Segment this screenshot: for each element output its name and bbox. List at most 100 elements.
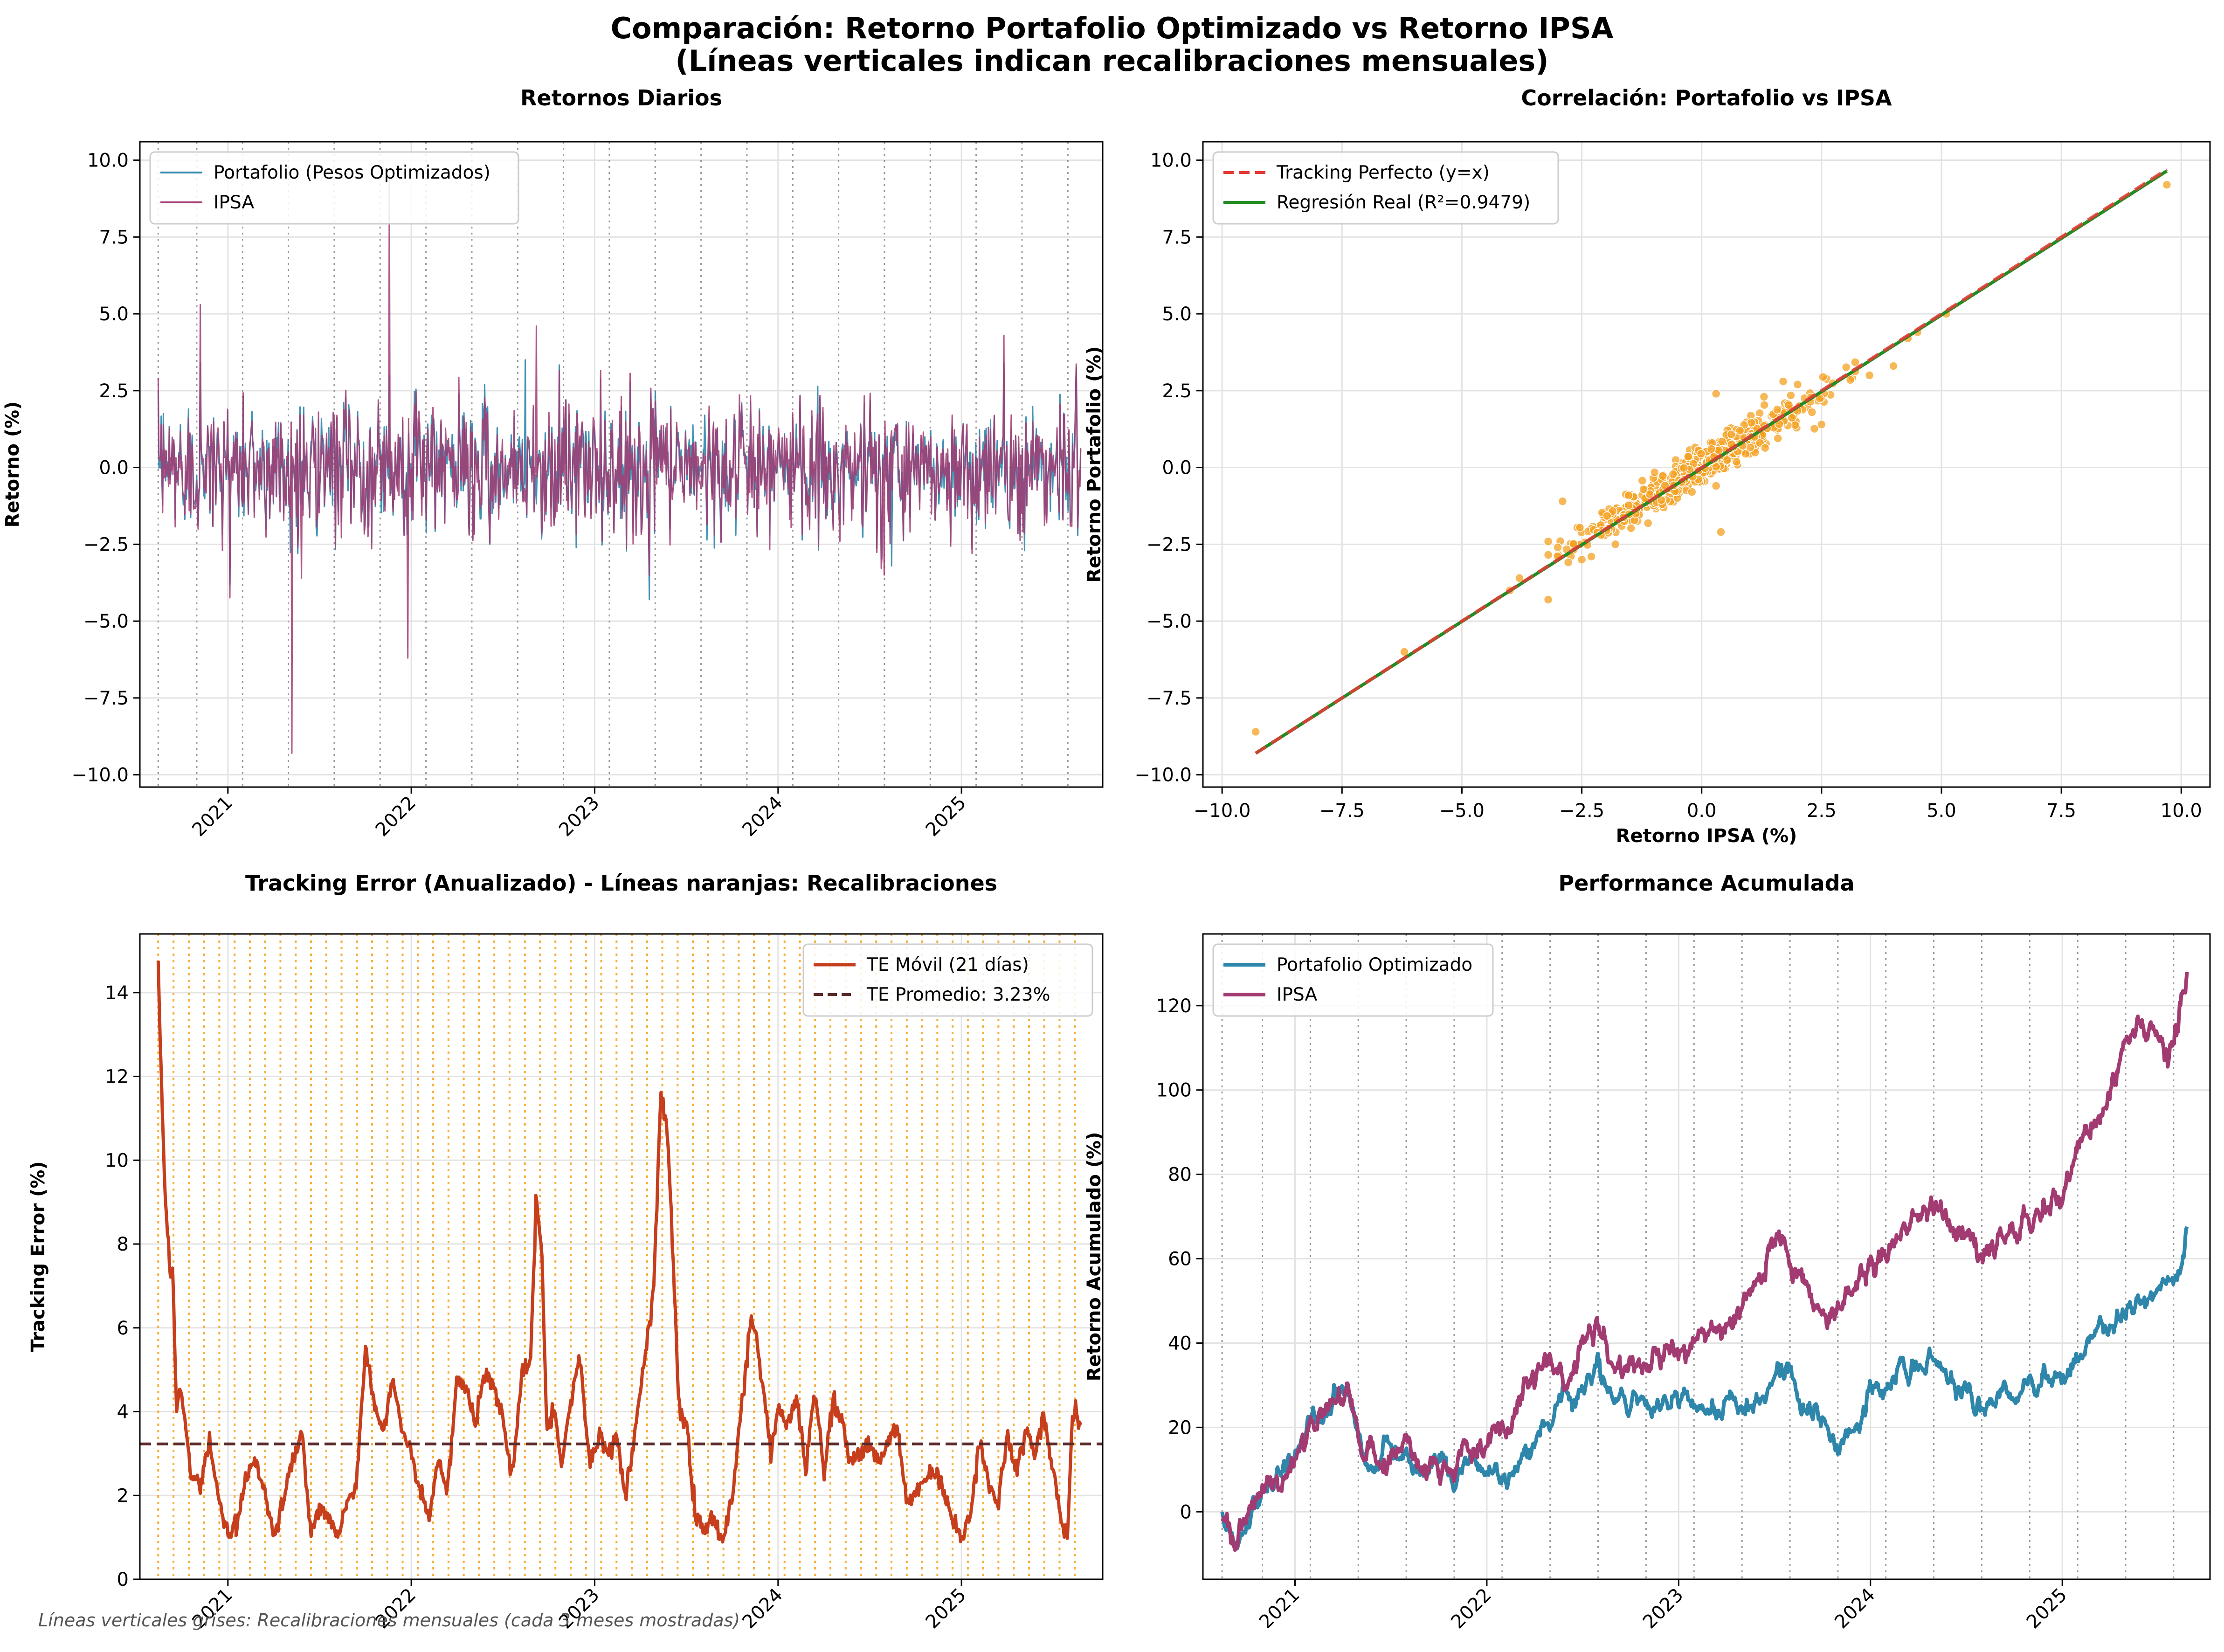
legend-label: Portafolio Optimizado <box>1277 954 1472 975</box>
scatter-point <box>1773 405 1782 415</box>
x-tick-label: 5.0 <box>1927 800 1956 822</box>
x-tick-label: 7.5 <box>2046 800 2076 822</box>
scatter-point <box>1851 358 1860 367</box>
scatter-point <box>1759 392 1769 401</box>
scatter-point <box>1587 552 1596 561</box>
scatter-point <box>1755 408 1764 418</box>
figure-title-line2: (Líneas verticales indican recalibracion… <box>675 44 1548 78</box>
y-tick-label: 10.0 <box>87 150 129 172</box>
scatter-point <box>1841 362 1851 372</box>
y-tick-label: 0.0 <box>1162 457 1192 479</box>
legend-box <box>149 151 519 225</box>
y-tick-label: 4 <box>117 1402 129 1423</box>
scatter-point <box>1650 468 1659 477</box>
y-tick-label: −7.5 <box>1147 688 1192 709</box>
scatter-point <box>1657 495 1666 505</box>
scatter-point <box>1543 595 1553 604</box>
panel-title: Performance Acumulada <box>1558 871 1854 896</box>
scatter-point <box>1773 434 1782 443</box>
series-ipsa-line <box>157 175 1082 754</box>
panel-title: Retornos Diarios <box>520 85 722 111</box>
scatter-point <box>1577 555 1587 565</box>
scatter-point <box>1639 484 1648 494</box>
y-tick-label: −10.0 <box>71 765 129 786</box>
scatter-point <box>1400 647 1409 657</box>
plot-frame <box>1202 141 2211 788</box>
scatter-point <box>1746 443 1755 452</box>
y-tick-label: 100 <box>1156 1080 1192 1101</box>
scatter-point <box>1251 727 1260 737</box>
scatter-point <box>1845 375 1855 385</box>
x-tick-label: 2.5 <box>1807 800 1837 822</box>
y-tick-label: 40 <box>1168 1333 1192 1354</box>
y-tick-label: −7.5 <box>83 688 129 709</box>
legend-label: IPSA <box>214 192 254 213</box>
y-axis-label: Retorno (%) <box>2 401 23 528</box>
x-tick-label: −10.0 <box>1194 800 1251 822</box>
scatter-point <box>1784 400 1794 410</box>
legend-box <box>802 943 1093 1017</box>
plot-frame <box>139 933 1104 1580</box>
scatter-point <box>1543 550 1553 560</box>
scatter-point <box>1889 361 1898 371</box>
legend-label: IPSA <box>1277 984 1317 1005</box>
legend-label: Regresión Real (R²=0.9479) <box>1277 192 1530 213</box>
scatter-point <box>1684 452 1693 462</box>
y-tick-label: 7.5 <box>99 227 129 248</box>
y-tick-label: 5.0 <box>99 304 129 325</box>
y-axis-label: Tracking Error (%) <box>28 1161 49 1352</box>
scatter-point <box>1807 408 1817 417</box>
y-tick-label: 8 <box>117 1234 129 1255</box>
x-axis-label: Retorno IPSA (%) <box>1616 825 1797 847</box>
legend: Tracking Perfecto (y=x) Regresión Real (R… <box>1212 151 1559 225</box>
x-tick-label: −2.5 <box>1559 800 1604 822</box>
scatter-point <box>1515 574 1524 583</box>
scatter-point <box>1714 445 1724 455</box>
scatter-point <box>1679 463 1689 473</box>
x-tick-label: −5.0 <box>1439 800 1485 822</box>
scatter-point <box>1735 426 1745 435</box>
scatter-point <box>1626 524 1636 533</box>
scatter-point <box>1637 476 1647 485</box>
scatter-point <box>1553 543 1562 552</box>
legend: TE Móvil (21 días) TE Promedio: 3.23% <box>802 943 1093 1017</box>
y-tick-label: 10.0 <box>1150 150 1192 172</box>
te-rolling-line <box>156 961 1083 1544</box>
legend-label: TE Promedio: 3.23% <box>866 984 1050 1005</box>
x-tick-label: 0.0 <box>1687 800 1717 822</box>
footnote: Líneas verticales grises: Recalibracione… <box>38 1610 740 1631</box>
legend: Portafolio Optimizado IPSA <box>1212 943 1494 1017</box>
series-ipsa-cumulative <box>1220 972 2189 1552</box>
y-tick-label: 60 <box>1168 1249 1192 1270</box>
y-tick-label: −5.0 <box>83 611 129 632</box>
scatter-point <box>1543 537 1553 546</box>
legend-box <box>1212 151 1559 225</box>
y-tick-label: 6 <box>117 1318 129 1339</box>
x-tick-label: −7.5 <box>1319 800 1365 822</box>
legend-label: Tracking Perfecto (y=x) <box>1276 162 1490 183</box>
y-tick-label: 14 <box>105 982 129 1004</box>
y-tick-label: 10 <box>105 1150 129 1171</box>
scatter-point <box>1711 481 1721 491</box>
scatter-point <box>1575 523 1585 532</box>
plot-frame <box>1202 933 2211 1580</box>
y-tick-label: −2.5 <box>83 534 129 555</box>
scatter-point <box>1624 491 1633 500</box>
y-tick-label: −2.5 <box>1147 534 1192 555</box>
scatter-point <box>1645 490 1654 499</box>
scatter-point <box>1696 449 1706 458</box>
scatter-point <box>1668 470 1678 479</box>
scatter-point <box>1778 377 1788 386</box>
legend-label: TE Móvil (21 días) <box>866 954 1029 975</box>
scatter-point <box>1817 420 1826 429</box>
scatter-point <box>1818 372 1828 382</box>
scatter-point <box>1624 500 1633 510</box>
scatter-point <box>1711 389 1721 399</box>
scatter-point <box>1727 429 1736 439</box>
scatter-point <box>1760 400 1769 410</box>
y-tick-label: 12 <box>105 1066 129 1088</box>
y-tick-label: 0.0 <box>99 457 129 479</box>
plot-frame <box>139 141 1104 788</box>
y-tick-label: 80 <box>1168 1164 1192 1186</box>
scatter-point <box>1717 437 1727 446</box>
